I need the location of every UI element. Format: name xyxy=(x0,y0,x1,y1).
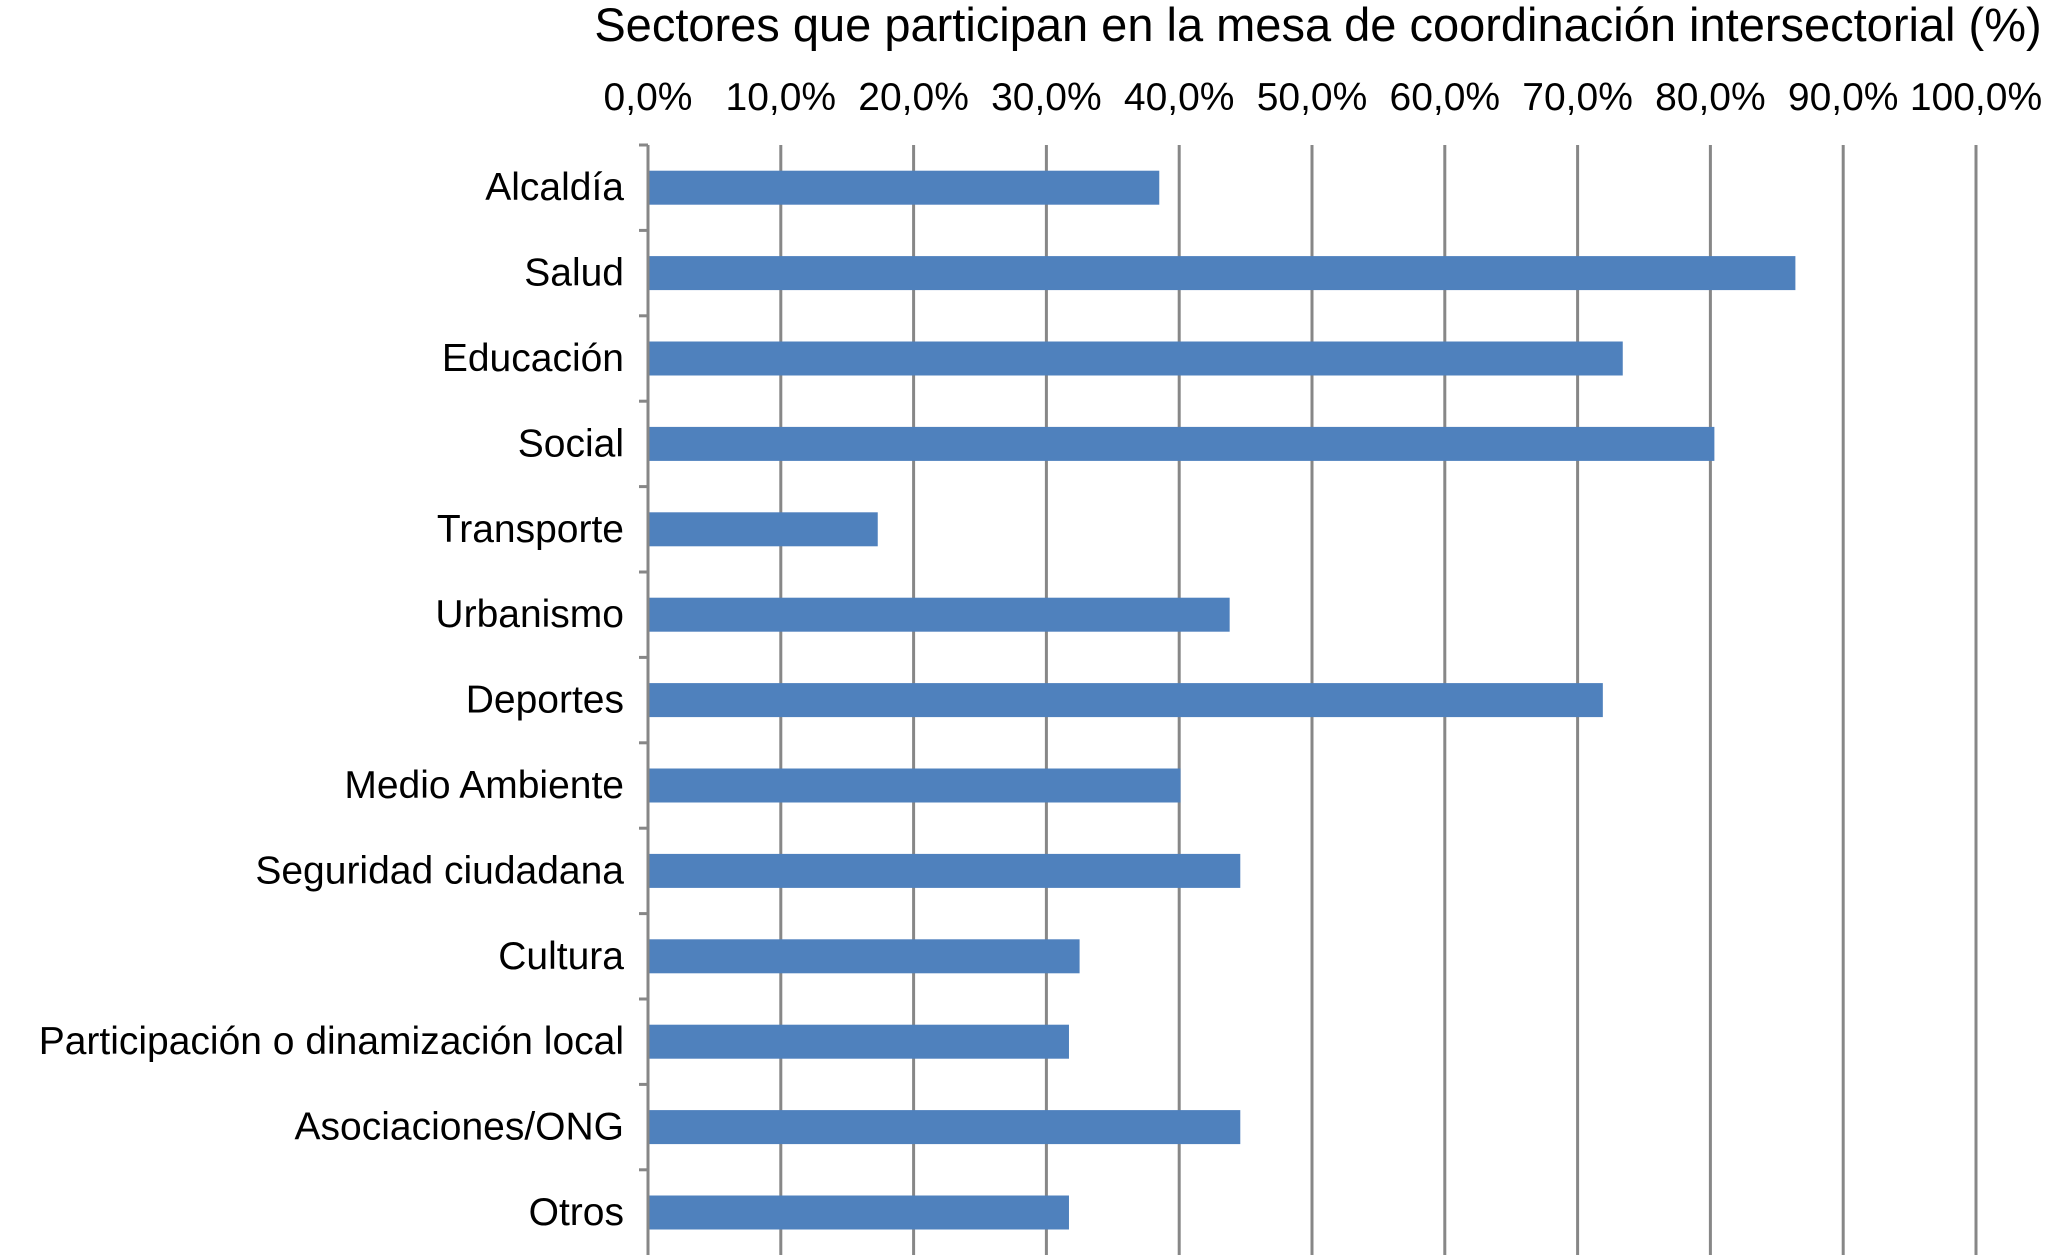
category-label: Seguridad ciudadana xyxy=(255,849,624,892)
bar xyxy=(649,939,1080,974)
category-label: Cultura xyxy=(498,935,624,978)
bar xyxy=(649,683,1603,718)
bar xyxy=(649,768,1181,803)
x-tick-label: 30,0% xyxy=(991,76,1102,119)
x-tick-label: 20,0% xyxy=(858,76,969,119)
bar xyxy=(649,853,1241,888)
bar xyxy=(649,1195,1069,1230)
category-label: Participación o dinamización local xyxy=(39,1020,624,1063)
chart-title: Sectores que participan en la mesa de co… xyxy=(594,0,2041,51)
bar xyxy=(649,256,1796,291)
x-tick-label: 60,0% xyxy=(1390,76,1501,119)
category-label: Urbanismo xyxy=(435,593,624,636)
category-label: Otros xyxy=(529,1191,624,1234)
category-label: Alcaldía xyxy=(485,166,624,209)
x-tick-label: 40,0% xyxy=(1124,76,1235,119)
category-label: Salud xyxy=(524,252,624,295)
x-tick-label: 70,0% xyxy=(1522,76,1633,119)
category-label: Social xyxy=(518,422,624,465)
category-label: Transporte xyxy=(437,508,624,551)
y-axis xyxy=(639,143,650,1255)
bar xyxy=(649,512,878,547)
x-tick-label: 50,0% xyxy=(1257,76,1368,119)
bar xyxy=(649,426,1715,461)
bar xyxy=(649,1110,1241,1145)
x-tick-label: 90,0% xyxy=(1788,76,1899,119)
category-label: Asociaciones/ONG xyxy=(295,1106,624,1149)
category-label: Deportes xyxy=(466,679,624,722)
x-tick-label: 10,0% xyxy=(726,76,837,119)
bar xyxy=(649,597,1230,632)
x-tick-labels: 0,0% 10,0% 20,0% 30,0% 40,0% 50,0% 60,0% 70,0% 8… xyxy=(604,76,2043,119)
x-tick-label: 0,0% xyxy=(604,76,693,119)
category-labels: Alcaldía Salud Educación Social Transporte Ur… xyxy=(39,166,625,1234)
bar xyxy=(649,170,1160,205)
x-tick-label: 80,0% xyxy=(1655,76,1766,119)
category-label: Medio Ambiente xyxy=(344,764,624,807)
bar xyxy=(649,1024,1069,1059)
x-tick-label: 100,0% xyxy=(1910,76,2042,119)
bars xyxy=(649,170,1796,1230)
bar xyxy=(649,341,1623,376)
category-label: Educación xyxy=(442,337,624,380)
